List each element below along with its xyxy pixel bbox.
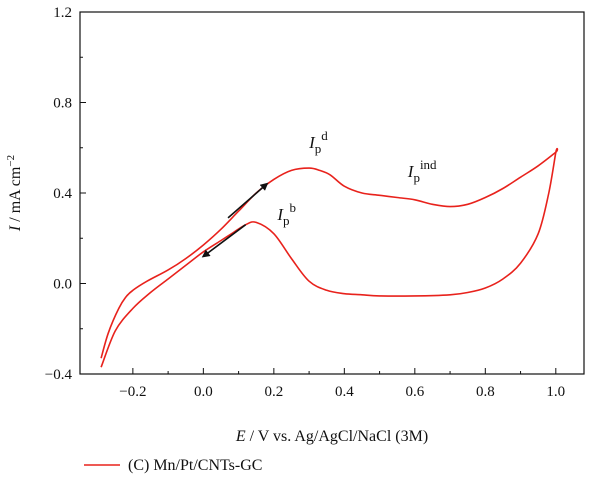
y-tick-label: 0.4 [53,186,72,202]
x-axis-ticks: −0.2 0.0 0.2 0.4 0.6 0.8 1.0 [119,368,565,400]
x-tick-label: −0.2 [119,384,146,400]
scan-direction-arrow [201,224,247,258]
peak-annotations: Ipd Ipind Ipb [276,128,437,228]
plot-frame [79,11,585,375]
scan-direction-arrow [227,182,269,219]
y-tick-label: 0.8 [53,96,72,112]
x-tick-label: 0.6 [405,384,424,400]
peak-annotation: Ipd [308,128,328,156]
peak-annotation: Ipind [407,157,437,185]
y-tick-label: 1.2 [53,5,72,21]
scan-direction-arrows [201,182,269,258]
x-tick-label: 0.8 [476,384,495,400]
y-tick-label: 0.0 [53,277,72,293]
peak-annotation: Ipb [276,200,296,228]
x-tick-label: 0.0 [194,384,213,400]
x-axis-label: E / V vs. Ag/AgCl/NaCl (3M) [235,428,428,445]
x-tick-label: 1.0 [546,384,565,400]
series-line-mn-pt-cnts-gc [100,147,559,368]
y-axis-label: I / mA cm−2 [5,155,24,232]
legend: (C) Mn/Pt/CNTs-GC [84,457,262,474]
data-series-layer [100,147,559,368]
x-tick-label: 0.2 [264,384,283,400]
legend-label: (C) Mn/Pt/CNTs-GC [128,457,262,474]
y-axis-ticks: −0.4 0.0 0.4 0.8 1.2 [45,5,86,383]
y-tick-label: −0.4 [45,367,73,383]
x-tick-label: 0.4 [335,384,354,400]
